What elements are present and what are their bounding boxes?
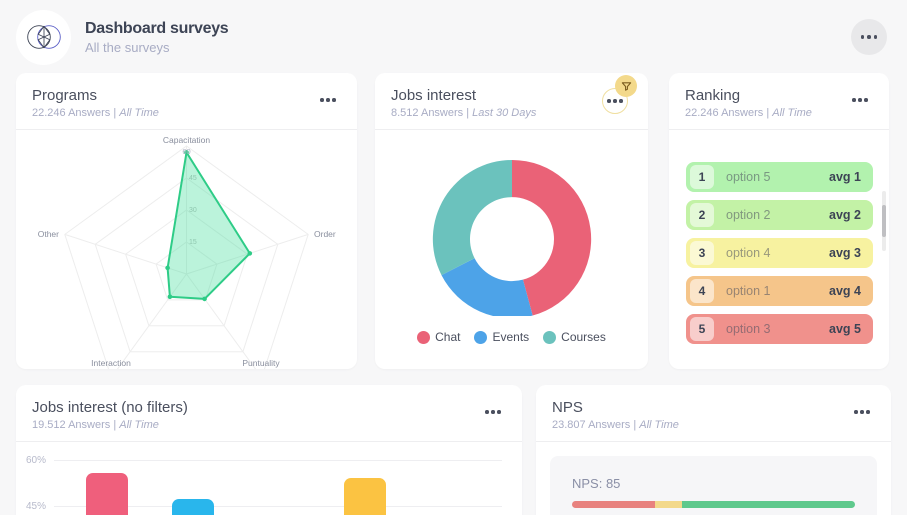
svg-text:60: 60 bbox=[182, 147, 190, 156]
svg-text:Other: Other bbox=[38, 229, 59, 239]
svg-text:Order: Order bbox=[314, 229, 336, 239]
svg-text:Capacitation: Capacitation bbox=[163, 135, 211, 145]
svg-text:Interaction: Interaction bbox=[91, 358, 131, 368]
svg-text:Puntuality: Puntuality bbox=[242, 358, 280, 368]
